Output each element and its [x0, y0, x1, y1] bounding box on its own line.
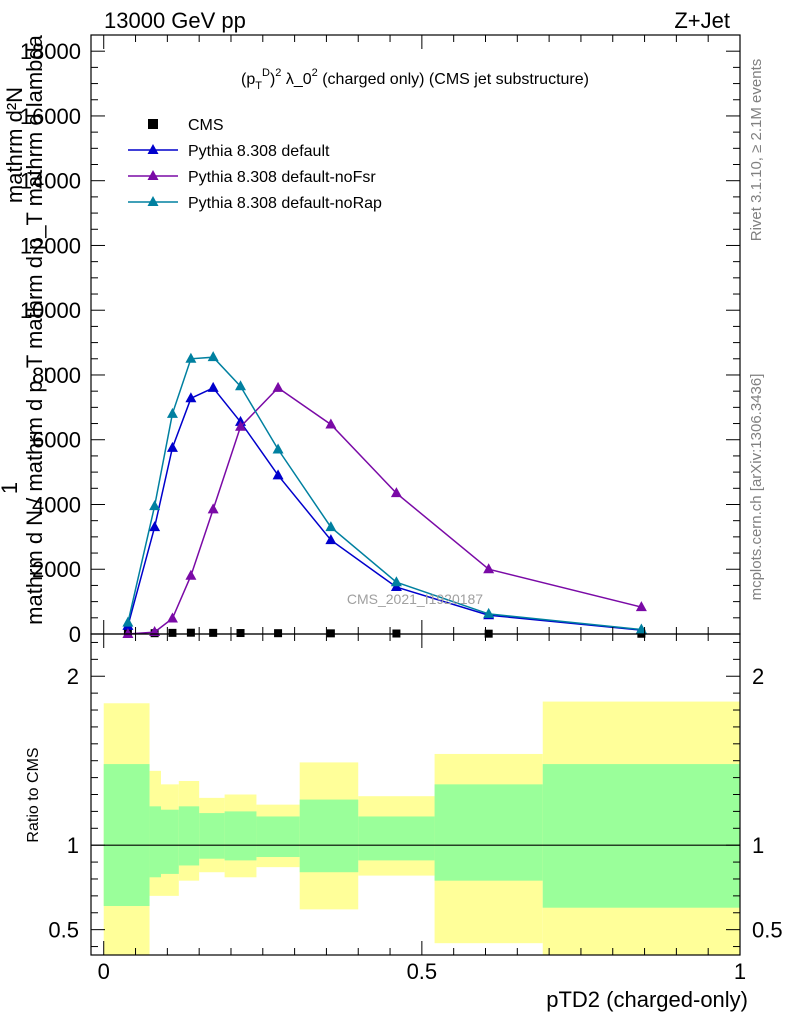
- marker-noRap: [122, 616, 134, 627]
- ratio-ytick-label: 0.5: [48, 918, 79, 943]
- ratio-band-inner-3: [178, 806, 200, 866]
- xlabel: pTD2 (charged-only): [546, 987, 748, 1012]
- ratio-band-inner-9: [434, 784, 543, 881]
- marker-noFsr: [185, 569, 197, 580]
- legend-marker-noRap: [147, 196, 159, 206]
- analysis-watermark: CMS_2021_I1920187: [347, 591, 483, 607]
- main-ylabel-denominator: mathrm d N / mathrm d p_T mathrm d p_T m…: [22, 34, 47, 624]
- rivet-label: Rivet 3.1.10, ≥ 2.1M events: [748, 59, 765, 242]
- marker-default: [149, 521, 161, 532]
- main-ytick-label: 10000: [20, 298, 81, 323]
- chart-title: (pTD)2 λ_02 (charged only) (CMS jet subs…: [241, 67, 589, 92]
- ratio-band-inner-0: [103, 764, 150, 907]
- svg-text:(pTD)2 λ_02 (charged only) (CM: (pTD)2 λ_02 (charged only) (CMS jet subs…: [241, 67, 589, 92]
- marker-noFsr: [235, 420, 247, 431]
- marker-noFsr: [325, 418, 337, 429]
- legend-label-default: Pythia 8.308 default: [188, 143, 330, 160]
- header-left: 13000 GeV pp: [104, 8, 246, 33]
- ratio-band-inner-6: [256, 816, 300, 858]
- marker-noFsr: [166, 612, 178, 623]
- xtick-label: 1: [734, 959, 746, 984]
- cms-data-point: [274, 629, 283, 638]
- xtick-label: 0.5: [407, 959, 438, 984]
- marker-noRap: [325, 521, 337, 532]
- ratio-ytick-label-right: 0.5: [752, 918, 783, 943]
- header-right: Z+Jet: [674, 8, 730, 33]
- main-ylabel-1: 1: [0, 482, 22, 494]
- marker-noFsr: [635, 601, 647, 612]
- ratio-band-inner-5: [224, 811, 257, 861]
- ratio-band-inner-7: [299, 799, 359, 873]
- ratio-band-inner-4: [199, 813, 225, 859]
- marker-noRap: [185, 352, 197, 363]
- main-ytick-label: 4000: [32, 492, 81, 517]
- legend-label-noRap: Pythia 8.308 default-noRap: [188, 195, 382, 212]
- main-ytick-label: 14000: [20, 169, 81, 194]
- main-ytick-label: 18000: [20, 39, 81, 64]
- marker-noRap: [166, 407, 178, 418]
- main-ytick-label: 6000: [32, 428, 81, 453]
- marker-noRap: [483, 607, 495, 618]
- cms-data-point: [186, 628, 195, 637]
- mcplots-label: mcplots.cern.ch [arXiv:1306.3436]: [748, 374, 765, 601]
- marker-noRap: [235, 380, 247, 391]
- marker-noFsr: [483, 563, 495, 574]
- marker-noFsr: [390, 487, 402, 498]
- cms-data-point: [209, 628, 218, 637]
- cms-data-point: [236, 629, 245, 638]
- ratio-panel: 0 0.5 10.5 0.51 12 2: [48, 633, 783, 984]
- ratio-ytick-label: 2: [67, 664, 79, 689]
- marker-noRap: [390, 576, 402, 587]
- main-ytick-label: 8000: [32, 363, 81, 388]
- ratio-band-inner-1: [149, 806, 161, 878]
- marker-noRap: [207, 351, 219, 362]
- ratio-ylabel: Ratio to CMS: [25, 747, 42, 842]
- legend-label-data: CMS: [188, 117, 224, 134]
- legend-label-noFsr: Pythia 8.308 default-noFsr: [188, 169, 376, 186]
- marker-default: [325, 534, 337, 545]
- ratio-ytick-label-right: 2: [752, 664, 764, 689]
- legend: CMS Pythia 8.308 default Pythia 8.308 defa…: [128, 117, 382, 212]
- marker-default: [207, 381, 219, 392]
- legend-marker-default: [147, 144, 159, 154]
- ratio-band-inner-8: [358, 816, 435, 861]
- main-ylabel-numerator: mathrm d²N: [2, 87, 27, 203]
- marker-noRap: [149, 500, 161, 511]
- legend-marker-data: [148, 119, 158, 129]
- main-ytick-label: 0: [69, 622, 81, 647]
- marker-noFsr: [272, 381, 284, 392]
- xtick-label: 0: [98, 959, 110, 984]
- marker-noFsr: [207, 503, 219, 514]
- marker-noRap: [272, 443, 284, 454]
- marker-default: [166, 441, 178, 452]
- ratio-band-inner-10: [542, 764, 740, 908]
- ratio-ytick-label-right: 1: [752, 833, 764, 858]
- marker-noFsr: [122, 628, 134, 638]
- cms-data-point: [168, 628, 177, 637]
- main-ytick-label: 12000: [20, 233, 81, 258]
- main-ytick-label: 16000: [20, 104, 81, 129]
- cms-data-point: [326, 629, 335, 638]
- marker-default: [185, 392, 197, 403]
- main-panel: 0 2000 4000 6000 8000 10000 12000 14000 16000 180…: [20, 34, 741, 647]
- main-ytick-label: 2000: [32, 557, 81, 582]
- marker-default: [272, 469, 284, 480]
- ratio-ytick-label: 1: [67, 833, 79, 858]
- ratio-band-inner-2: [160, 809, 179, 874]
- legend-marker-noFsr: [147, 170, 159, 180]
